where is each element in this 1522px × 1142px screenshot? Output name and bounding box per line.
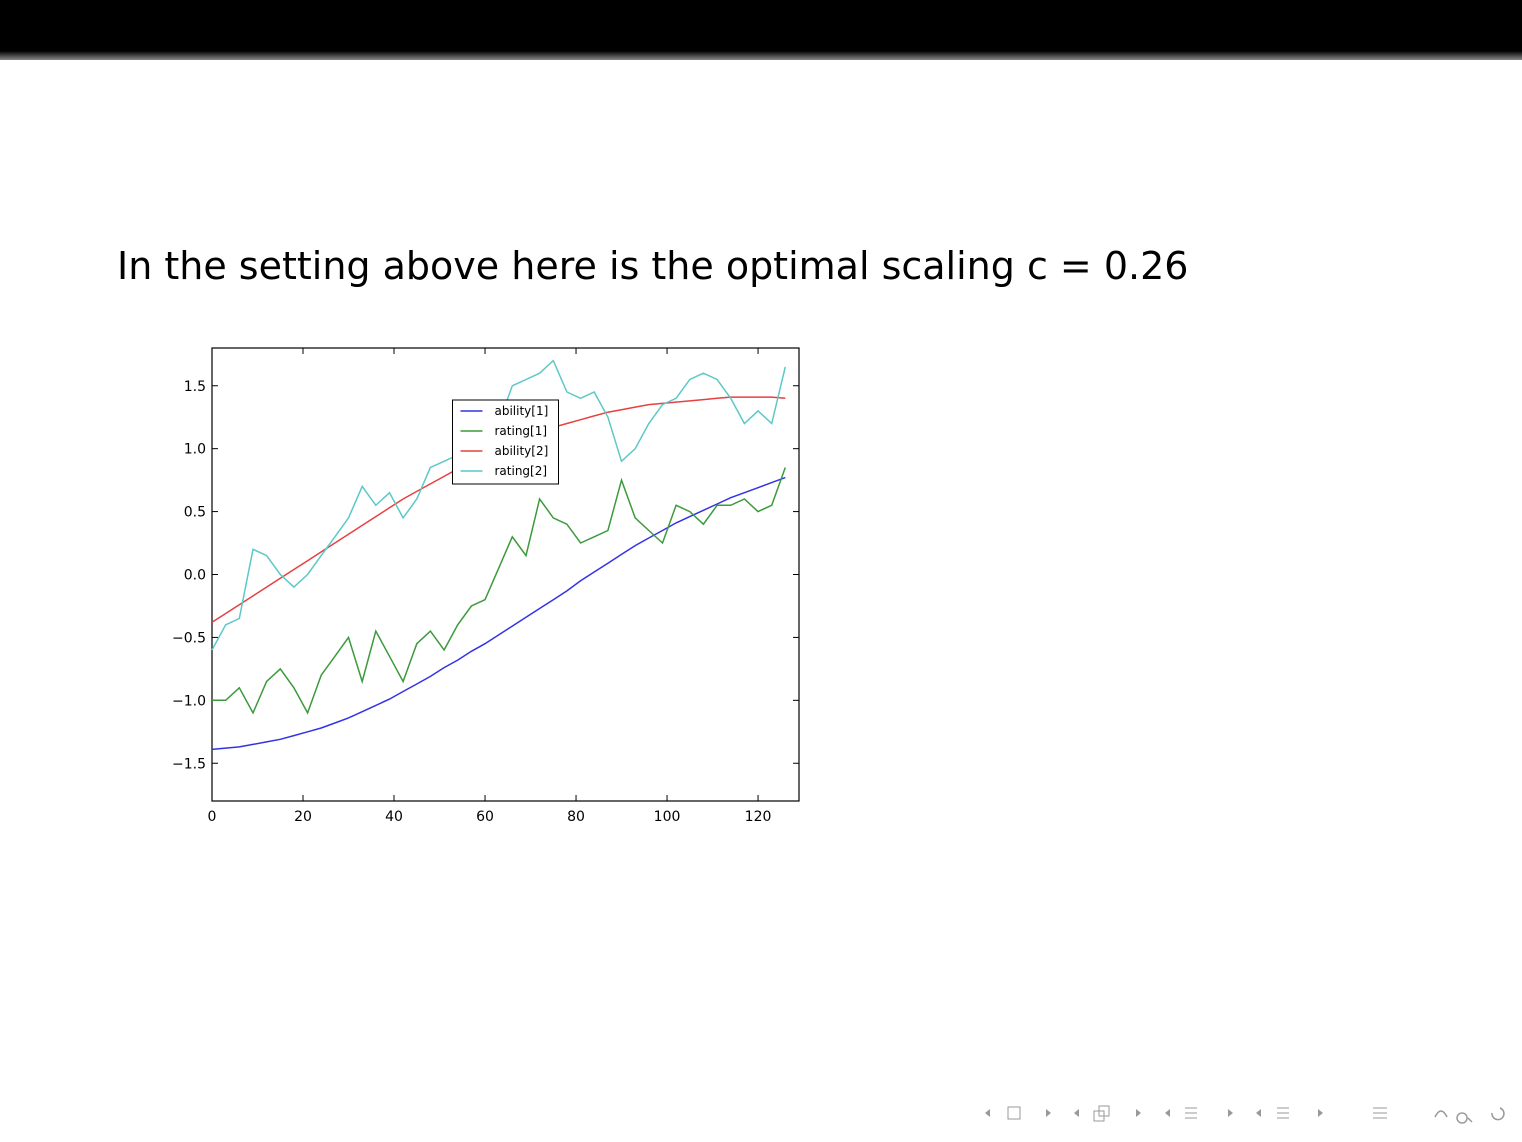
- series-line: [212, 467, 787, 715]
- legend-label: rating[1]: [495, 424, 548, 438]
- legend-box: [452, 399, 559, 485]
- x-tick-label: 60: [476, 809, 494, 825]
- x-tick-label: 40: [385, 809, 403, 825]
- y-tick-label: 0.0: [184, 568, 206, 584]
- y-tick-label: −0.5: [172, 630, 206, 646]
- legend: ability[1] rating[1] ability[2] rating[2]: [452, 399, 559, 485]
- legend-label: ability[1]: [495, 404, 549, 418]
- x-tick-label: 0: [208, 809, 217, 825]
- x-tick-label: 20: [294, 809, 312, 825]
- x-tick-label: 80: [567, 809, 585, 825]
- y-tick-label: −1.0: [172, 693, 206, 709]
- y-tick-label: 1.5: [184, 379, 206, 395]
- y-tick-label: 1.0: [184, 442, 206, 458]
- y-tick-label: 0.5: [184, 505, 206, 521]
- slide-heading: In the setting above here is the optimal…: [117, 244, 1188, 288]
- y-tick-label: −1.5: [172, 756, 206, 772]
- x-tick-label: 120: [745, 809, 772, 825]
- series-line: [211, 476, 786, 751]
- legend-label: ability[2]: [495, 444, 549, 458]
- header-bar: [0, 0, 1522, 60]
- nav-symbols: [985, 1105, 1505, 1124]
- x-tick-label: 100: [654, 809, 681, 825]
- legend-label: rating[2]: [495, 464, 548, 478]
